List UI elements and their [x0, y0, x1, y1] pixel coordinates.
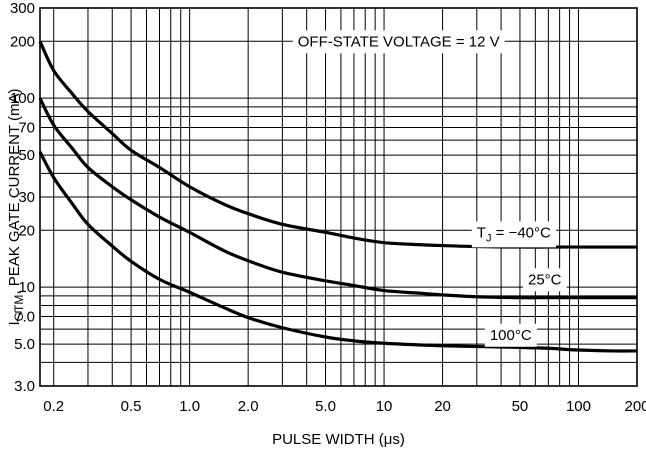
y-tick-label: 5.0 — [14, 336, 35, 353]
x-tick-label: 2.0 — [238, 398, 259, 415]
x-tick-label: 100 — [566, 398, 591, 415]
annotation-background — [484, 323, 537, 347]
tick-label-layer: 0.2 0.5 1.0 2.0 5.0 10 20 50 100 200 3.0 5.0 7.0 10 20… — [10, 0, 646, 415]
x-tick-label: 0.2 — [43, 398, 64, 415]
y-tick-label: 10 — [18, 279, 35, 296]
y-tick-label: 3.0 — [14, 378, 35, 395]
y-axis-title: IGTM, PEAK GATE CURRENT (mA) — [6, 89, 26, 326]
y-tick-label: 50 — [18, 147, 35, 164]
y-tick-label: 100 — [10, 90, 35, 107]
y-axis-title-sub: GTM — [12, 295, 26, 322]
annotation-3: 100°C — [484, 323, 537, 347]
y-tick-label: 300 — [10, 0, 35, 17]
x-tick-label: 50 — [512, 398, 529, 415]
x-tick-label: 200 — [624, 398, 646, 415]
series-line-2 — [38, 151, 638, 353]
x-tick-label: 10 — [376, 398, 393, 415]
grid-layer — [39, 7, 638, 387]
annotation-background — [292, 30, 505, 54]
series-layer — [38, 40, 638, 353]
annotation-background — [522, 268, 567, 292]
y-axis-title-rest: , PEAK GATE CURRENT (mA) — [6, 89, 23, 295]
x-tick-label: 5.0 — [315, 398, 336, 415]
annotation-text: 100°C — [490, 327, 532, 344]
y-tick-label: 20 — [18, 222, 35, 239]
x-tick-label: 20 — [434, 398, 451, 415]
annotation-0: OFF-STATE VOLTAGE = 12 V — [292, 30, 505, 54]
annotation-text: TJ = −40°C — [477, 224, 551, 244]
x-tick-label: 0.5 — [121, 398, 142, 415]
annotation-background — [471, 221, 557, 248]
annotation-2: 25°C — [522, 268, 567, 292]
y-axis-title-main: I — [6, 321, 23, 325]
annotation-layer: OFF-STATE VOLTAGE = 12 V TJ = −40°C 25°C 10… — [292, 30, 567, 347]
x-tick-label: 1.0 — [179, 398, 200, 415]
annotation-text: OFF-STATE VOLTAGE = 12 V — [298, 33, 500, 50]
plot-frame — [39, 7, 638, 387]
y-tick-label: 7.0 — [14, 308, 35, 325]
series-line-0 — [38, 40, 637, 249]
y-tick-label: 30 — [18, 189, 35, 206]
x-axis-title: PULSE WIDTH (μs) — [272, 431, 405, 448]
series-line-1 — [38, 97, 637, 300]
annotation-1: TJ = −40°C — [471, 221, 557, 248]
y-tick-label: 200 — [10, 33, 35, 50]
y-tick-label: 70 — [18, 119, 35, 136]
annotation-text: 25°C — [528, 271, 562, 288]
